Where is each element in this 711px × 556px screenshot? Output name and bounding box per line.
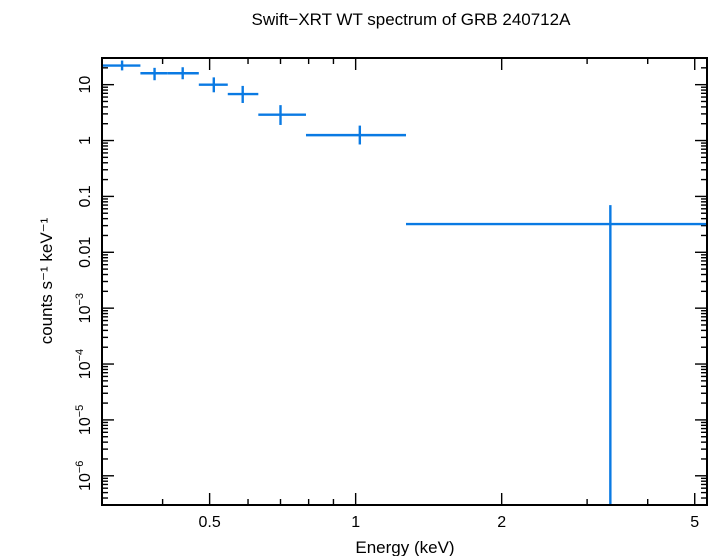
data-point <box>198 77 228 93</box>
x-tick-label: 5 <box>690 514 699 531</box>
y-tick-label: 10 <box>77 76 94 94</box>
chart-title: Swift−XRT WT spectrum of GRB 240712A <box>252 10 572 29</box>
y-axis-label: counts s⁻¹ keV⁻¹ <box>37 217 56 344</box>
data-point <box>305 125 407 145</box>
plot-frame <box>101 57 708 506</box>
y-tick-label: 10−5 <box>74 405 94 435</box>
x-tick-labels: 0.5 1 2 5 <box>198 514 699 531</box>
x-tick-label: 1 <box>351 514 360 531</box>
y-tick-label: 10−4 <box>74 349 94 379</box>
data-point <box>227 85 259 103</box>
axis-ticks <box>102 57 707 506</box>
y-tick-label: 10−6 <box>74 461 94 491</box>
y-tick-label: 1 <box>77 136 94 145</box>
x-axis-label: Energy (keV) <box>355 538 454 556</box>
data-point <box>102 60 141 71</box>
y-tick-labels: 10 1 0.1 0.01 10−3 10−4 10−5 10−6 <box>74 76 94 491</box>
y-tick-label: 10−3 <box>74 293 94 323</box>
y-tick-label: 0.01 <box>77 237 94 268</box>
data-point <box>167 67 199 80</box>
x-tick-label: 2 <box>497 514 506 531</box>
data-point <box>406 205 707 505</box>
x-tick-label: 0.5 <box>198 514 220 531</box>
data-point <box>140 67 168 81</box>
y-tick-label: 0.1 <box>77 185 94 207</box>
data-point <box>258 105 306 125</box>
data-points <box>102 60 707 505</box>
